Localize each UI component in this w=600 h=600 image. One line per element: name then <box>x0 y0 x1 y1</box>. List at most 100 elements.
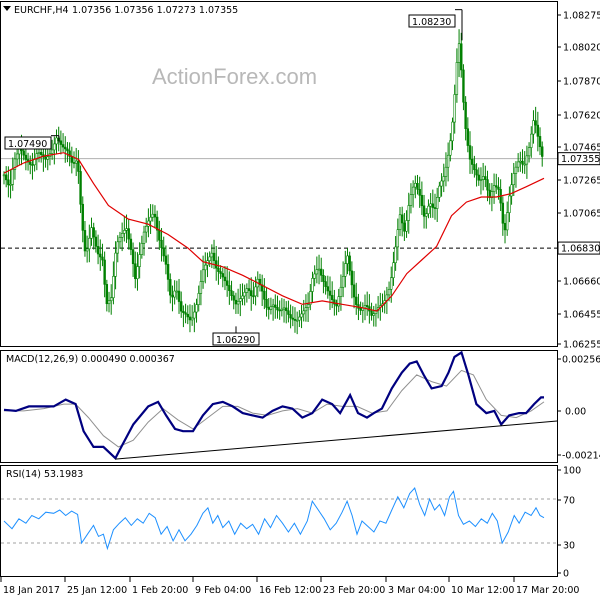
candle-body <box>344 263 347 277</box>
candle-body <box>92 227 95 238</box>
candle-body <box>466 128 470 146</box>
candle-body <box>158 229 161 241</box>
price-tick-label: 1.08275 <box>563 11 600 22</box>
candle-body <box>101 256 104 261</box>
candle-body <box>501 202 505 224</box>
candle-body <box>477 174 480 181</box>
candle-body <box>112 276 115 299</box>
candle-body <box>64 146 67 150</box>
candle-body <box>44 156 47 160</box>
candle-body <box>225 280 229 286</box>
candle-body <box>267 307 270 310</box>
candle-body <box>427 205 430 214</box>
candle-body <box>129 238 133 250</box>
moving-average-line <box>3 152 545 312</box>
candle-body <box>190 317 194 321</box>
price-tick-label: 1.07065 <box>563 209 600 220</box>
candle-body <box>103 259 106 285</box>
candle-body <box>460 43 463 71</box>
candle-body <box>29 161 32 165</box>
candle-body <box>70 156 74 163</box>
candle-body <box>534 120 537 126</box>
candle-body <box>442 176 445 182</box>
price-tick-label: 1.07620 <box>563 111 600 122</box>
macd-tick-label: 0.00 <box>565 407 586 418</box>
candle-body <box>182 310 185 314</box>
rsi-line <box>3 487 545 551</box>
candle-body <box>269 306 273 310</box>
candle-body <box>409 194 413 206</box>
candle-body <box>431 203 435 208</box>
macd-title: MACD(12,26,9) 0.000490 0.000367 <box>6 354 175 365</box>
candle-body <box>289 314 292 319</box>
candle-body <box>212 252 216 261</box>
candle-body <box>204 264 207 271</box>
candle-body <box>324 281 327 287</box>
rsi-layer <box>1 487 557 551</box>
price-tick-label: 1.07465 <box>563 143 600 154</box>
candle-body <box>449 140 452 156</box>
macd-signal-line <box>4 369 545 448</box>
candle-body <box>420 194 424 207</box>
candle-body <box>300 313 303 318</box>
candle-body <box>291 317 294 320</box>
candle-body <box>521 160 524 165</box>
candle-body <box>193 311 196 319</box>
candle-body <box>306 304 310 308</box>
candle-body <box>302 310 305 315</box>
dropdown-triangle-icon <box>3 6 11 11</box>
candle-body <box>470 158 474 165</box>
candle-body <box>276 307 279 311</box>
candle-body <box>107 300 111 305</box>
time-tick-label: 9 Feb 04:00 <box>195 585 251 596</box>
candle-body <box>252 295 255 298</box>
candle-body <box>50 149 54 154</box>
candle-body <box>538 136 542 148</box>
level-price-box <box>557 241 600 255</box>
candle-body <box>110 297 113 302</box>
candle-body <box>2 174 6 177</box>
macd-trendline <box>115 420 558 460</box>
candle-body <box>114 252 117 277</box>
candle-body <box>169 279 172 296</box>
candle-body <box>510 184 513 197</box>
candle-body <box>328 290 332 296</box>
candle-body <box>453 94 456 123</box>
candle-body <box>333 299 336 305</box>
price-tick-label: 1.07265 <box>563 176 600 187</box>
candle-body <box>134 263 137 280</box>
candle-body <box>492 185 496 192</box>
candle-body <box>396 229 400 248</box>
candle-body <box>123 230 126 234</box>
candle-body <box>162 247 165 257</box>
candle-body <box>155 216 159 231</box>
price-label-box <box>408 14 456 28</box>
candle-body <box>527 147 531 157</box>
time-tick-label: 17 Mar 20:00 <box>516 585 579 596</box>
candle-body <box>258 278 262 286</box>
macd-tick-label: -0.002142 <box>562 451 600 462</box>
candle-body <box>481 176 485 180</box>
candle-body <box>271 304 275 307</box>
candle-body <box>429 203 432 207</box>
candle-body <box>468 145 472 160</box>
candle-body <box>462 69 465 103</box>
candle-body <box>88 237 91 250</box>
candle-body <box>149 216 152 222</box>
candle-body <box>282 307 286 310</box>
candle-body <box>516 161 520 168</box>
candle-body <box>138 254 141 267</box>
candle-body <box>295 319 299 322</box>
candle-body <box>425 213 428 217</box>
candle-body <box>221 273 224 278</box>
candle-body <box>125 228 128 231</box>
price-label-text: 1.08230 <box>412 17 451 28</box>
candle-body <box>339 286 343 297</box>
candle-body <box>293 318 297 321</box>
candle-body <box>387 288 391 296</box>
candle-body <box>171 294 174 298</box>
candle-body <box>164 255 168 265</box>
candle-body <box>131 249 135 265</box>
candle-body <box>99 253 102 258</box>
